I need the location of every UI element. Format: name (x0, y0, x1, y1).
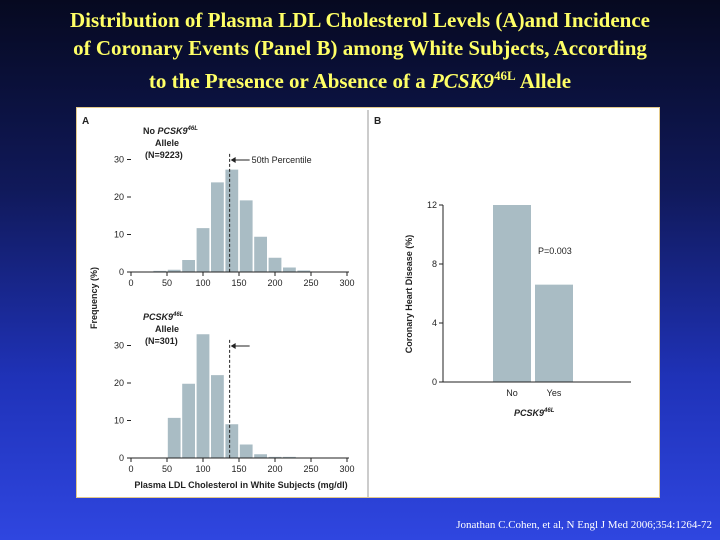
group-label-gene-superscript: 46L (187, 126, 199, 132)
histogram-1-bar (254, 236, 267, 272)
histogram-2-group-label-line-3: (N=301) (145, 336, 178, 346)
histogram-1-bar (153, 270, 167, 272)
histogram-1-group-label-line-3: (N=9223) (145, 150, 183, 160)
figure-panel: 0 50 100 150 200 250 300 0 10 20 30 No PCSK946L Alle… (76, 107, 660, 498)
histogram-2-x-tick-label: 150 (231, 464, 246, 474)
title-gene-name: PCSK9 (430, 69, 495, 93)
histogram-1-x-tick-label: 300 (339, 278, 354, 288)
histogram-1-group-label-line-1: No PCSK946L (143, 126, 198, 136)
histogram-2-x-tick-label: 100 (195, 464, 210, 474)
group-label-gene: PCSK9 (143, 312, 173, 322)
histogram-2-group-label-line-2: Allele (155, 324, 179, 334)
histogram-1-x-tick-label: 200 (267, 278, 282, 288)
histogram-1-bar (297, 270, 311, 272)
lower-arrow-head (230, 343, 236, 349)
title-gene-superscript: 46L (494, 68, 516, 83)
histogram-1-x-tick-label: 50 (162, 278, 172, 288)
histogram-1-bar (182, 260, 195, 272)
axes-layer (127, 153, 631, 462)
histogram-2-y-tick-label: 30 (114, 341, 124, 351)
histogram-2-group-label-line-1: PCSK946L (143, 312, 184, 322)
histogram-2-bar (167, 417, 181, 458)
panel-b-x-axis-label: PCSK946L (514, 408, 555, 418)
histogram-1-y-tick-label: 10 (114, 230, 124, 240)
panel-a-label: A (82, 116, 89, 127)
panel-b-x-axis-gene: PCSK9 (514, 408, 544, 418)
histogram-1-x-tick-label: 100 (195, 278, 210, 288)
group-label-gene: PCSK9 (158, 126, 188, 136)
citation: Jonathan C.Cohen, et al, N Engl J Med 20… (456, 519, 712, 531)
title-line-3-prefix: to the Presence or Absence of a (148, 69, 431, 93)
panel-b-y-tick-label: 4 (432, 318, 437, 328)
histogram-2-bar (225, 424, 239, 458)
histogram-2-bar (268, 456, 282, 458)
histogram-1-bar (239, 200, 253, 272)
panel-b-y-axis-label: Coronary Heart Disease (%) (404, 235, 414, 354)
panel-b-bar-yes (535, 284, 573, 382)
histogram-2-x-tick-label: 200 (267, 464, 282, 474)
group-label-gene-superscript: 46L (172, 312, 184, 318)
histogram-2-bar (254, 454, 267, 458)
histogram-2-x-tick-label: 50 (162, 464, 172, 474)
histogram-2-y-tick-label: 10 (114, 416, 124, 426)
histogram-2-bar (196, 334, 210, 458)
histogram-2-x-tick-label: 300 (339, 464, 354, 474)
histogram-2-y-tick-label: 0 (119, 453, 124, 463)
title-line-2: of Coronary Events (Panel B) among White… (73, 36, 647, 60)
percentile-annotation: 50th Percentile (252, 155, 312, 165)
histogram-1-x-tick-label: 150 (231, 278, 246, 288)
histogram-2-x-tick-label: 250 (303, 464, 318, 474)
histogram-1-bar (225, 169, 239, 272)
panel-b-label: B (374, 116, 381, 127)
title-line-3-suffix: Allele (515, 69, 572, 93)
histogram-1-x-tick-label: 250 (303, 278, 318, 288)
panel-b-y-tick-label: 8 (432, 259, 437, 269)
panel-b-y-tick-label: 0 (432, 377, 437, 387)
group-label-prefix: No (143, 126, 158, 136)
histogram-1-bar (167, 269, 181, 272)
histogram-2-bar (211, 375, 224, 458)
panel-b-x-axis-superscript: 46L (543, 408, 555, 414)
histogram-1-group-label-line-2: Allele (155, 138, 179, 148)
histogram-1-bar (268, 257, 282, 272)
histogram-2-bar (283, 456, 296, 458)
histogram-1-bar (211, 182, 224, 272)
title-line-1: Distribution of Plasma LDL Cholesterol L… (69, 8, 651, 32)
histogram-2-y-tick-label: 20 (114, 378, 124, 388)
percentile-arrow-head (230, 157, 236, 163)
p-value-annotation: P=0.003 (538, 246, 572, 256)
histogram-1-y-tick-label: 30 (114, 155, 124, 165)
histogram-1-y-tick-label: 20 (114, 192, 124, 202)
histogram-1-y-tick-label: 0 (119, 267, 124, 277)
panel-a-y-axis-label: Frequency (%) (89, 267, 99, 329)
panel-b-category-label: No (506, 388, 518, 398)
histogram-1-bar (196, 228, 210, 272)
histogram-1-bar (283, 267, 296, 272)
histogram-2-bar (182, 383, 195, 458)
histogram-2-x-tick-label: 0 (128, 464, 133, 474)
panel-b-y-tick-label: 12 (427, 200, 437, 210)
histogram-2-bar (239, 444, 253, 458)
histogram-1-x-tick-label: 0 (128, 278, 133, 288)
panel-a-x-axis-label: Plasma LDL Cholesterol in White Subjects… (134, 480, 347, 490)
slide-title: Distribution of Plasma LDL Cholesterol L… (0, 6, 720, 95)
bars-layer (153, 169, 573, 458)
panel-b-category-label: Yes (547, 388, 562, 398)
panel-b-bar-no (493, 205, 531, 382)
